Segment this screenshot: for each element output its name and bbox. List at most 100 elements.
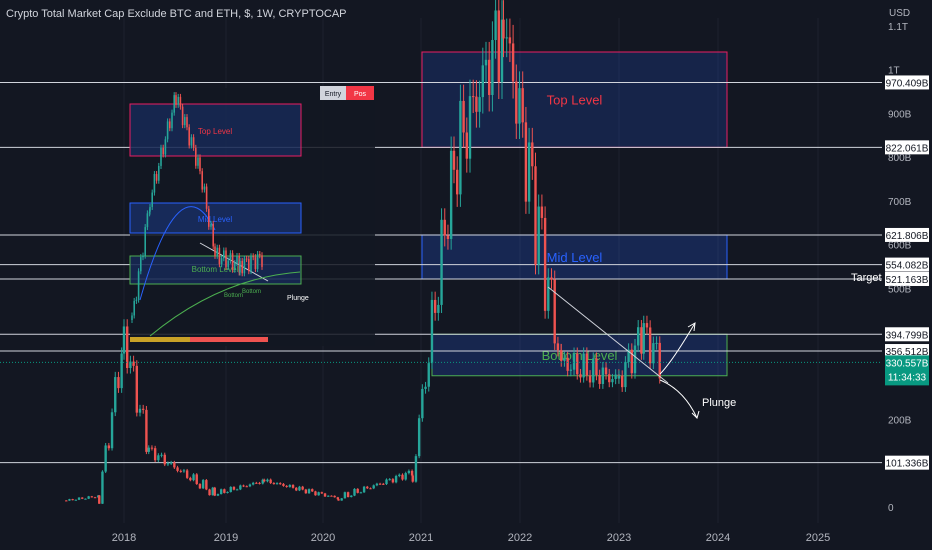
candle-body — [84, 498, 87, 500]
candle-body — [356, 488, 359, 493]
inset-candle-body — [208, 208, 210, 227]
y-tick-label: 200B — [888, 416, 912, 427]
candle-body — [472, 96, 475, 98]
inset-bottom-zone — [129, 255, 302, 285]
candle-body — [488, 59, 491, 95]
level-label-box — [885, 271, 929, 286]
x-tick-label: 2021 — [409, 532, 433, 544]
candle-body — [346, 492, 350, 498]
inset-candle-body — [153, 174, 156, 193]
candle-body — [242, 485, 245, 487]
candle-body — [547, 277, 550, 311]
candle-body — [166, 463, 170, 465]
candle-body — [153, 448, 157, 461]
inset-bar-strip-yellow — [130, 337, 190, 342]
candle-body — [93, 497, 97, 499]
candle-body — [569, 369, 573, 371]
x-tick-label: 2025 — [806, 532, 830, 544]
inset-candle-body — [250, 256, 252, 272]
candle-body — [104, 445, 107, 472]
candle-body — [229, 486, 232, 492]
target-arrow-path — [659, 322, 696, 375]
candle-body — [117, 377, 120, 389]
candle-body — [213, 487, 216, 496]
level-label-box — [885, 140, 929, 155]
candle-body — [211, 487, 214, 496]
inset-candle-body — [155, 174, 158, 181]
candle-body — [126, 326, 129, 368]
candle-body — [122, 326, 126, 354]
candle-body — [385, 479, 388, 485]
inset-candle-body — [218, 247, 221, 265]
inset-candle-body — [164, 139, 167, 155]
inset-plunge-label: Plunge — [287, 295, 309, 302]
level-label: 621.806B — [886, 231, 929, 242]
candle-body — [263, 479, 266, 482]
inset-candle-body — [140, 257, 142, 272]
candle-body — [508, 37, 512, 44]
candle-body — [598, 374, 601, 384]
candle-body — [320, 492, 324, 494]
candle-body — [617, 375, 621, 379]
y-tick-label: 1.1T — [888, 22, 908, 33]
candle-body — [359, 492, 363, 494]
level-label-box — [885, 227, 929, 242]
candle-body — [511, 43, 515, 82]
candle-body — [251, 482, 255, 485]
candle-body — [295, 487, 298, 491]
candle-body — [307, 489, 311, 494]
candle-body — [481, 65, 484, 98]
candle-body — [465, 132, 468, 159]
inset-top-label: Top Level — [198, 127, 232, 136]
candle-body — [129, 361, 132, 368]
candle-body — [68, 499, 71, 501]
candle-body — [77, 497, 81, 500]
candle-body — [553, 279, 556, 344]
candle-body — [645, 323, 649, 328]
inset-trendline — [199, 242, 269, 282]
candle-body — [430, 299, 434, 364]
inset-candle-body — [231, 253, 234, 270]
inset-candle-body — [190, 137, 193, 146]
inset-mid-label: Mid Level — [198, 215, 232, 224]
candle-body — [404, 473, 407, 480]
candle-body — [291, 485, 295, 488]
zone-bottom-level — [431, 333, 728, 377]
candle-body — [160, 454, 163, 456]
candle-body — [563, 357, 566, 361]
candle-body — [185, 470, 189, 478]
candle-body — [216, 494, 220, 496]
candle-body — [398, 474, 401, 476]
zone-mid-level — [421, 234, 728, 280]
x-tick-label: 2020 — [311, 532, 335, 544]
candle-body — [452, 150, 456, 170]
candle-body — [410, 470, 414, 476]
inset-candle-body — [239, 260, 241, 273]
y-tick-label: 1T — [888, 66, 900, 77]
candle-body — [537, 206, 540, 265]
candle-body — [327, 495, 330, 497]
level-label: 822.061B — [886, 143, 929, 154]
y-tick-label: 900B — [888, 109, 912, 120]
inset-moving-average-fast — [139, 206, 216, 301]
candle-body — [433, 299, 437, 313]
inset-bar-strip — [130, 337, 268, 342]
candle-body — [411, 475, 414, 482]
candle-body — [288, 485, 292, 487]
candle-body — [621, 375, 624, 388]
inset-candle-body — [175, 95, 177, 105]
inset-entry-box — [320, 86, 346, 100]
candle-body — [572, 353, 576, 370]
x-tick-label: 2022 — [508, 532, 532, 544]
candle-body — [540, 206, 544, 218]
inset-candle-body — [184, 117, 186, 126]
candle-body — [608, 374, 611, 383]
candle-body — [337, 499, 340, 501]
candle-body — [195, 474, 198, 485]
candle-body — [114, 377, 117, 413]
candle-body — [304, 489, 308, 494]
candle-body — [198, 484, 202, 489]
inset-candle-body — [225, 250, 227, 267]
